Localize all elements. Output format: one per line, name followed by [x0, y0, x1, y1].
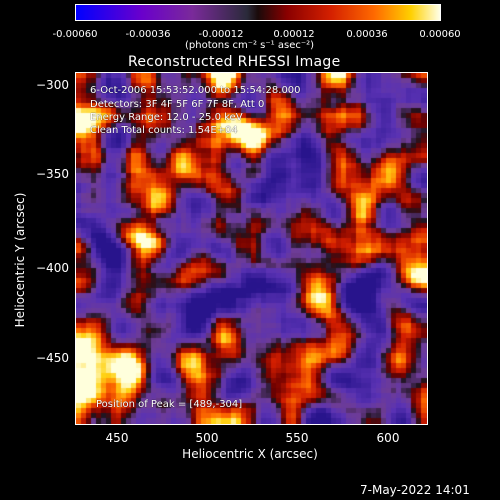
timestamp: 7-May-2022 14:01: [360, 483, 470, 497]
colorbar-tick: 0.00012: [273, 29, 315, 40]
x-tick-label: 550: [285, 431, 309, 445]
heatmap-image: [76, 73, 427, 424]
y-axis-label: Heliocentric Y (arcsec): [13, 192, 27, 328]
peak-position-text: Position of Peak = [489,-304]: [96, 399, 243, 410]
colorbar-tick: -0.00036: [125, 29, 171, 40]
x-tick-label: 600: [376, 431, 400, 445]
image-title: Reconstructed RHESSI Image: [128, 54, 341, 70]
x-axis-label: Heliocentric X (arcsec): [182, 447, 318, 461]
image-plot-area: 6-Oct-2006 15:53:52.000 to 15:54:28.000 …: [75, 72, 428, 425]
x-tick-label: 450: [105, 431, 129, 445]
y-tick-label: −400: [36, 261, 69, 275]
energy-range-text: Energy Range: 12.0 - 25.0 keV: [90, 112, 243, 123]
colorbar-tick: -0.00012: [198, 29, 244, 40]
colorbar-tick: 0.00060: [419, 29, 461, 40]
detectors-text: Detectors: 3F 4F 5F 6F 7F 8F, Att 0: [90, 99, 265, 110]
y-tick-label: −350: [36, 167, 69, 181]
colorbar-tick: -0.00060: [52, 29, 98, 40]
colorbar: [75, 4, 441, 21]
colorbar-tick: 0.00036: [346, 29, 388, 40]
x-tick-label: 500: [195, 431, 219, 445]
colorbar-unit-label: (photons cm⁻² s⁻¹ asec⁻²): [185, 40, 315, 51]
y-tick-label: −450: [36, 351, 69, 365]
y-tick-label: −300: [36, 78, 69, 92]
time-range-text: 6-Oct-2006 15:53:52.000 to 15:54:28.000: [90, 85, 301, 96]
counts-text: Clean Total counts: 1.54E+04: [90, 125, 238, 136]
